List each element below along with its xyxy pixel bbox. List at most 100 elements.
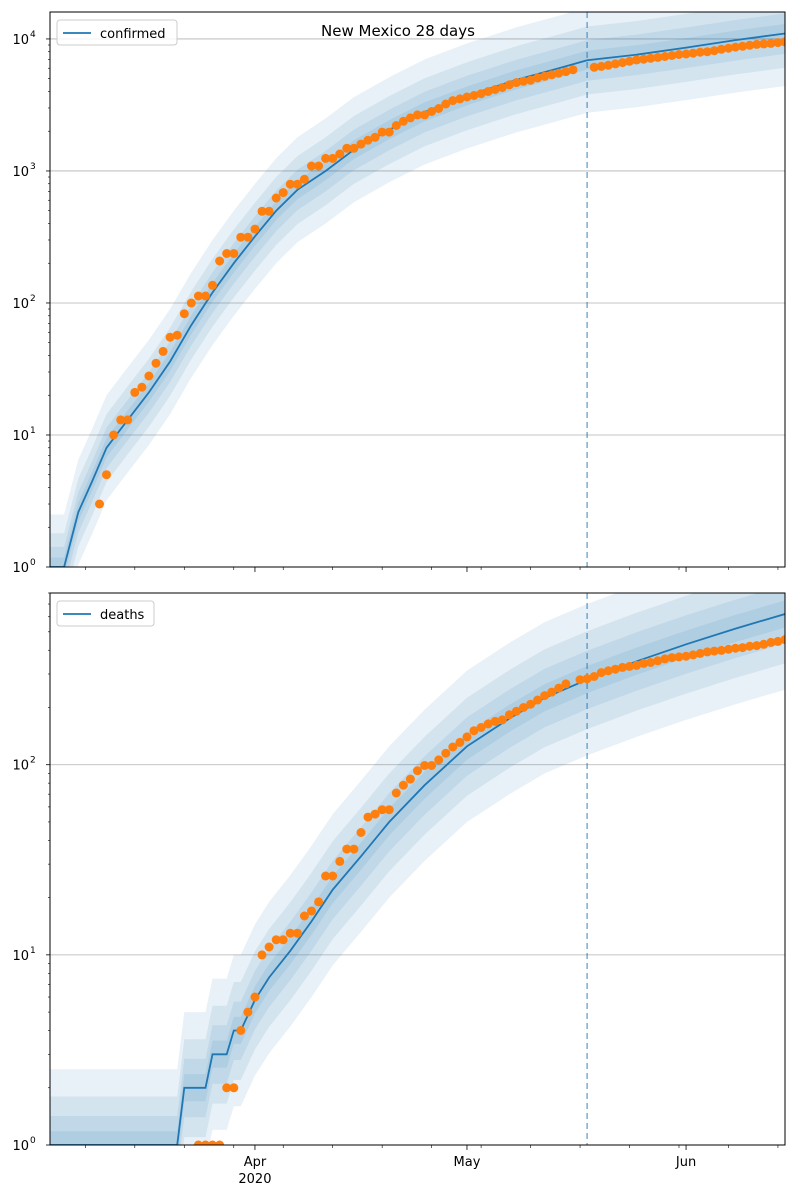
data-point (695, 648, 705, 658)
data-point (554, 683, 564, 693)
data-point (483, 87, 493, 96)
x-tick-label: May (454, 1155, 481, 1170)
data-point (766, 38, 776, 48)
data-point (370, 132, 380, 142)
data-point (540, 71, 550, 81)
data-point (257, 206, 267, 216)
data-point (716, 645, 726, 655)
y-tick-label: 10 (12, 33, 29, 48)
uncertainty-band (50, 593, 785, 1145)
data-point (193, 1140, 203, 1145)
data-point (236, 1026, 246, 1035)
data-point (434, 755, 444, 765)
data-point (299, 911, 309, 921)
data-point (519, 703, 528, 712)
data-point (625, 56, 634, 66)
uncertainty-band (50, 24, 785, 567)
data-point (299, 174, 309, 184)
data-point (511, 706, 521, 716)
data-point (547, 70, 557, 80)
y-tick-base: 10 (12, 165, 29, 180)
data-point (745, 641, 755, 651)
data-point (335, 856, 345, 866)
data-point (236, 232, 246, 242)
data-point (483, 719, 493, 729)
y-tick-exponent: 0 (30, 1136, 36, 1146)
data-point (377, 127, 387, 137)
data-point (335, 149, 345, 159)
data-point (271, 935, 281, 945)
data-point (109, 430, 119, 440)
data-point (314, 161, 324, 171)
data-point (363, 812, 373, 822)
data-point (547, 687, 557, 697)
data-point (420, 761, 430, 770)
y-tick-label: 10 (12, 429, 29, 444)
data-point (208, 1140, 217, 1145)
data-point (427, 107, 437, 116)
data-point (229, 249, 239, 258)
data-point (519, 76, 528, 86)
data-point (292, 928, 302, 938)
data-point (413, 766, 422, 776)
data-point (589, 672, 599, 681)
data-point (377, 805, 387, 815)
data-point (632, 55, 642, 65)
data-point (151, 358, 161, 368)
data-point (278, 935, 288, 945)
data-point (455, 737, 465, 747)
data-point (681, 49, 691, 59)
y-tick-label: 10 (12, 949, 29, 964)
data-point (618, 58, 627, 68)
data-point (526, 699, 536, 709)
data-point (533, 695, 543, 705)
data-point (667, 51, 677, 60)
data-point (596, 668, 606, 678)
data-point (709, 646, 719, 656)
x-tick-label: Apr (244, 1155, 267, 1170)
data-point (589, 62, 599, 72)
data-point (201, 1140, 210, 1145)
data-point (102, 470, 111, 480)
data-point (391, 788, 401, 798)
legend-deaths: deaths (56, 600, 155, 627)
data-point (95, 499, 104, 509)
data-point (285, 179, 295, 189)
data-point (738, 41, 748, 51)
y-tick-label: 10 (12, 561, 29, 576)
data-point (144, 371, 154, 381)
data-point (349, 844, 359, 854)
y-tick-exponent: 4 (30, 30, 36, 40)
model-line-confirmed (50, 32, 785, 567)
data-point (285, 928, 295, 938)
data-point (618, 662, 627, 672)
uncertainty-band (50, 593, 785, 1145)
legend-box (56, 600, 155, 627)
y-tick-base: 10 (12, 297, 29, 312)
data-point (186, 298, 196, 308)
data-point (264, 206, 274, 216)
data-point (596, 61, 606, 71)
data-point (271, 193, 281, 203)
data-point (307, 906, 316, 916)
data-point (653, 52, 663, 62)
data-point (688, 48, 698, 58)
data-point (632, 660, 642, 670)
data-point (222, 1083, 232, 1093)
data-point (766, 637, 776, 647)
data-point (384, 127, 394, 137)
data-point (646, 658, 656, 667)
uncertainty-band (50, 12, 785, 567)
data-point (603, 60, 613, 70)
y-tick-base: 10 (12, 429, 29, 444)
legend-label: deaths (100, 608, 145, 623)
data-point (250, 224, 260, 234)
data-point (702, 647, 712, 657)
data-point (307, 161, 316, 171)
uncertainty-band (50, 13, 785, 567)
data-point (215, 256, 225, 266)
data-point (321, 153, 331, 163)
data-point (724, 43, 733, 53)
data-point (222, 249, 232, 258)
data-point (497, 83, 507, 92)
